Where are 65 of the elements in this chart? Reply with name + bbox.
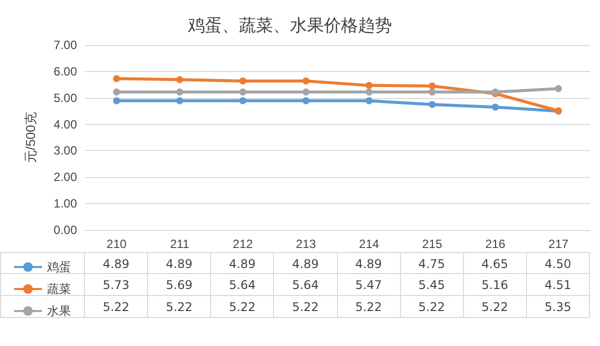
data-label: 4.51 <box>526 274 590 296</box>
y-axis-title: 元/500克 <box>23 112 38 164</box>
data-label: 5.22 <box>85 296 148 318</box>
data-label: 4.65 <box>464 252 527 274</box>
legend-label: 鸡蛋 <box>46 260 71 274</box>
point <box>302 77 310 84</box>
point <box>239 88 246 96</box>
point <box>428 100 436 108</box>
x-tick-label: 211 <box>170 237 190 251</box>
data-label: 5.35 <box>526 296 590 318</box>
data-label: 4.89 <box>148 252 212 274</box>
point <box>302 97 310 104</box>
point <box>366 88 373 96</box>
point <box>492 104 499 111</box>
data-label: 5.22 <box>274 296 338 318</box>
point <box>239 97 246 104</box>
point <box>239 77 246 84</box>
y-tick-label: 2.00 <box>54 170 78 184</box>
data-label: 4.89 <box>211 252 274 274</box>
point <box>366 82 373 89</box>
data-label: 5.22 <box>338 296 401 318</box>
y-tick-label: 5.00 <box>54 90 78 105</box>
point <box>176 97 184 104</box>
data-label: 4.75 <box>400 252 464 274</box>
y-tick-label: 0.00 <box>54 223 78 237</box>
x-tick-label: 210 <box>106 237 127 251</box>
x-tick-label: 213 <box>296 237 316 251</box>
data-label: 5.47 <box>338 274 401 296</box>
data-label: 5.22 <box>148 296 212 318</box>
point <box>366 97 373 104</box>
point <box>302 88 310 96</box>
data-label: 5.22 <box>211 296 274 318</box>
data-label: 5.64 <box>211 274 274 296</box>
x-tick-label: 216 <box>485 237 506 251</box>
point <box>113 97 120 104</box>
point <box>554 85 562 92</box>
point <box>428 82 436 90</box>
point <box>176 76 184 84</box>
y-tick-label: 6.00 <box>54 64 78 78</box>
data-label: 5.22 <box>464 296 527 318</box>
y-tick-label: 3.00 <box>54 144 78 158</box>
y-tick-label: 1.00 <box>54 196 78 211</box>
x-tick-label: 215 <box>422 237 443 251</box>
data-label: 5.16 <box>464 274 527 296</box>
data-label: 5.64 <box>274 274 338 296</box>
data-label: 5.22 <box>400 296 464 318</box>
x-tick-label: 212 <box>232 237 254 251</box>
x-tick-label: 214 <box>359 237 380 251</box>
legend-label: 蔬菜 <box>47 282 71 296</box>
data-label: 4.89 <box>338 252 401 274</box>
y-tick-label: 7.00 <box>54 38 78 52</box>
data-label: 4.50 <box>526 252 590 274</box>
x-tick-label: 217 <box>548 237 569 251</box>
data-label: 4.89 <box>274 252 338 274</box>
point <box>113 75 120 82</box>
data-label: 5.45 <box>400 274 464 296</box>
data-label: 4.89 <box>85 252 148 274</box>
point <box>113 88 120 96</box>
point <box>176 88 184 96</box>
legend-label: 水果 <box>47 304 71 318</box>
point <box>428 88 436 96</box>
y-tick-label: 4.00 <box>54 117 78 132</box>
data-label: 5.69 <box>148 274 212 296</box>
chart-title: 鸡蛋、蔬菜、水果价格趋势 <box>187 16 392 35</box>
data-label: 5.73 <box>85 274 148 296</box>
